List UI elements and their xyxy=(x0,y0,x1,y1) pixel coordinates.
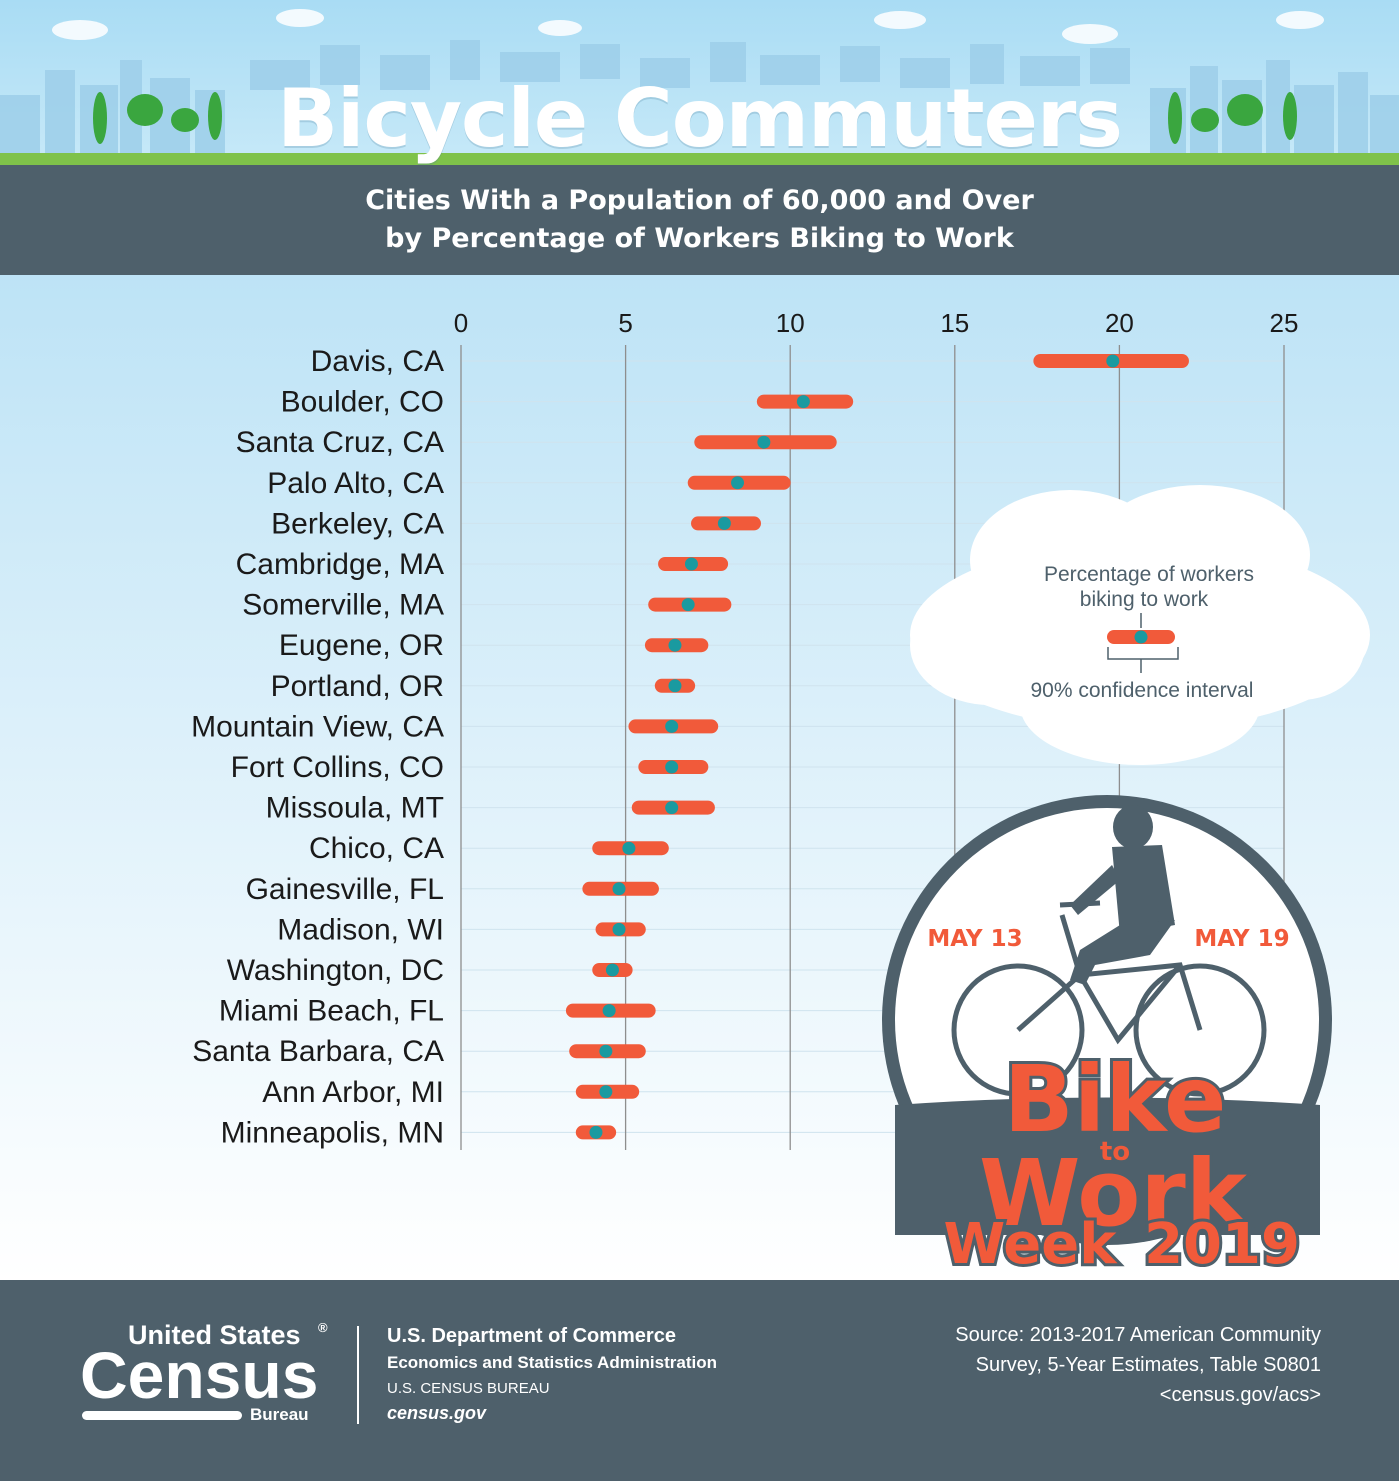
city-label: Missoula, MT xyxy=(266,792,444,825)
city-label: Gainesville, FL xyxy=(246,873,444,906)
estimate-point xyxy=(599,1085,613,1099)
city-label: Washington, DC xyxy=(227,954,444,987)
city-label: Ann Arbor, MI xyxy=(262,1076,444,1109)
city-label: Santa Barbara, CA xyxy=(192,1035,444,1068)
census-gov-link[interactable]: census.gov xyxy=(387,1403,487,1423)
x-tick-label: 5 xyxy=(618,308,632,338)
x-tick-label: 20 xyxy=(1105,308,1134,338)
subtitle-line-2: by Percentage of Workers Biking to Work xyxy=(385,223,1014,254)
estimate-point xyxy=(589,1125,603,1139)
city-label: Eugene, OR xyxy=(279,629,444,662)
source-line-2: Survey, 5-Year Estimates, Table S0801 xyxy=(975,1354,1321,1376)
estimate-point xyxy=(622,841,636,855)
x-tick-label: 25 xyxy=(1270,308,1299,338)
x-tick-label: 15 xyxy=(940,308,969,338)
dot-interval-chart: 0 5 10 15 20 25 Davis, CA Boulder, CO Santa Cru… xyxy=(191,308,1299,1150)
x-tick-label: 0 xyxy=(454,308,468,338)
estimate-point xyxy=(668,679,682,693)
subtitle-band: Cities With a Population of 60,000 and O… xyxy=(0,165,1399,275)
footer: United States ® Census Bureau U.S. Depar… xyxy=(0,1280,1399,1481)
city-label: Santa Cruz, CA xyxy=(236,426,444,459)
chart-area: 0 5 10 15 20 25 Davis, CA Boulder, CO Santa Cru… xyxy=(0,275,1399,1280)
city-label: Cambridge, MA xyxy=(236,548,444,581)
estimate-point xyxy=(665,801,679,815)
dept-administration: Economics and Statistics Administration xyxy=(387,1353,717,1372)
estimate-point xyxy=(599,1044,613,1058)
subtitle-line-1: Cities With a Population of 60,000 and O… xyxy=(365,185,1034,216)
gridlines xyxy=(460,345,1285,1150)
estimate-point xyxy=(796,395,810,409)
footer-divider xyxy=(357,1326,359,1424)
estimate-point xyxy=(605,963,619,977)
city-skyline-illustration xyxy=(0,9,1399,165)
city-label: Berkeley, CA xyxy=(271,507,444,540)
source-link[interactable]: <census.gov/acs> xyxy=(1159,1384,1321,1406)
logo-bureau: Bureau xyxy=(250,1405,309,1424)
estimate-point xyxy=(717,516,731,530)
estimate-point xyxy=(681,598,695,612)
title-banner: Bicycle Commuters xyxy=(0,0,1399,165)
city-label: Mountain View, CA xyxy=(191,710,444,743)
estimate-point xyxy=(612,882,626,896)
estimate-point xyxy=(668,638,682,652)
city-label: Minneapolis, MN xyxy=(221,1116,444,1149)
logo-united-states: United States xyxy=(128,1320,301,1350)
estimate-point xyxy=(1106,354,1120,368)
city-labels: Davis, CA Boulder, CO Santa Cruz, CA Palo A… xyxy=(191,345,444,1149)
city-label: Davis, CA xyxy=(311,345,444,378)
estimate-point xyxy=(665,760,679,774)
city-label: Miami Beach, FL xyxy=(219,995,444,1028)
estimate-point xyxy=(665,719,679,733)
estimate-point xyxy=(602,1004,616,1018)
estimate-point xyxy=(684,557,698,571)
logo-underline xyxy=(82,1411,242,1420)
data-marks xyxy=(565,354,1189,1140)
city-label: Boulder, CO xyxy=(281,386,444,419)
city-label: Madison, WI xyxy=(277,913,444,946)
logo-census: Census xyxy=(80,1338,319,1412)
estimate-point xyxy=(731,476,745,490)
city-label: Fort Collins, CO xyxy=(231,751,444,784)
logo-registered-mark: ® xyxy=(318,1320,328,1335)
city-label: Palo Alto, CA xyxy=(267,467,444,500)
city-label: Portland, OR xyxy=(271,670,444,703)
estimate-point xyxy=(757,435,771,449)
x-axis-ticks: 0 5 10 15 20 25 xyxy=(454,308,1299,338)
x-tick-label: 10 xyxy=(776,308,805,338)
dept-name: U.S. Department of Commerce xyxy=(387,1325,676,1347)
city-label: Somerville, MA xyxy=(242,589,444,622)
source-line-1: Source: 2013-2017 American Community xyxy=(955,1324,1321,1346)
estimate-point xyxy=(612,922,626,936)
main-title: Bicycle Commuters xyxy=(277,72,1123,165)
dept-bureau: U.S. CENSUS BUREAU xyxy=(387,1380,550,1397)
city-label: Chico, CA xyxy=(309,832,444,865)
